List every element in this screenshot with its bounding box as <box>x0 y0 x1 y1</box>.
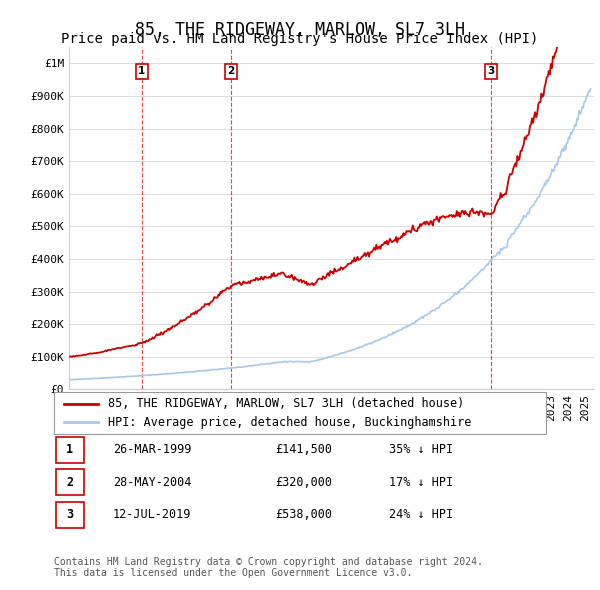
Text: 2: 2 <box>227 66 235 76</box>
Text: 26-MAR-1999: 26-MAR-1999 <box>113 443 191 457</box>
FancyBboxPatch shape <box>56 470 83 496</box>
Text: 3: 3 <box>66 508 73 522</box>
FancyBboxPatch shape <box>54 392 546 434</box>
Text: Contains HM Land Registry data © Crown copyright and database right 2024.
This d: Contains HM Land Registry data © Crown c… <box>54 556 483 578</box>
Text: 85, THE RIDGEWAY, MARLOW, SL7 3LH (detached house): 85, THE RIDGEWAY, MARLOW, SL7 3LH (detac… <box>108 398 464 411</box>
FancyBboxPatch shape <box>56 437 83 463</box>
Text: 1: 1 <box>66 443 73 457</box>
Text: 2: 2 <box>66 476 73 489</box>
FancyBboxPatch shape <box>56 502 83 527</box>
Text: Price paid vs. HM Land Registry's House Price Index (HPI): Price paid vs. HM Land Registry's House … <box>61 32 539 47</box>
Text: 28-MAY-2004: 28-MAY-2004 <box>113 476 191 489</box>
Text: 24% ↓ HPI: 24% ↓ HPI <box>389 508 452 522</box>
Text: HPI: Average price, detached house, Buckinghamshire: HPI: Average price, detached house, Buck… <box>108 415 472 428</box>
Text: £538,000: £538,000 <box>275 508 332 522</box>
Text: 17% ↓ HPI: 17% ↓ HPI <box>389 476 452 489</box>
Text: 85, THE RIDGEWAY, MARLOW, SL7 3LH: 85, THE RIDGEWAY, MARLOW, SL7 3LH <box>135 21 465 39</box>
Text: 12-JUL-2019: 12-JUL-2019 <box>113 508 191 522</box>
Text: £141,500: £141,500 <box>275 443 332 457</box>
Text: £320,000: £320,000 <box>275 476 332 489</box>
Text: 3: 3 <box>488 66 495 76</box>
Text: 1: 1 <box>138 66 145 76</box>
Text: 35% ↓ HPI: 35% ↓ HPI <box>389 443 452 457</box>
